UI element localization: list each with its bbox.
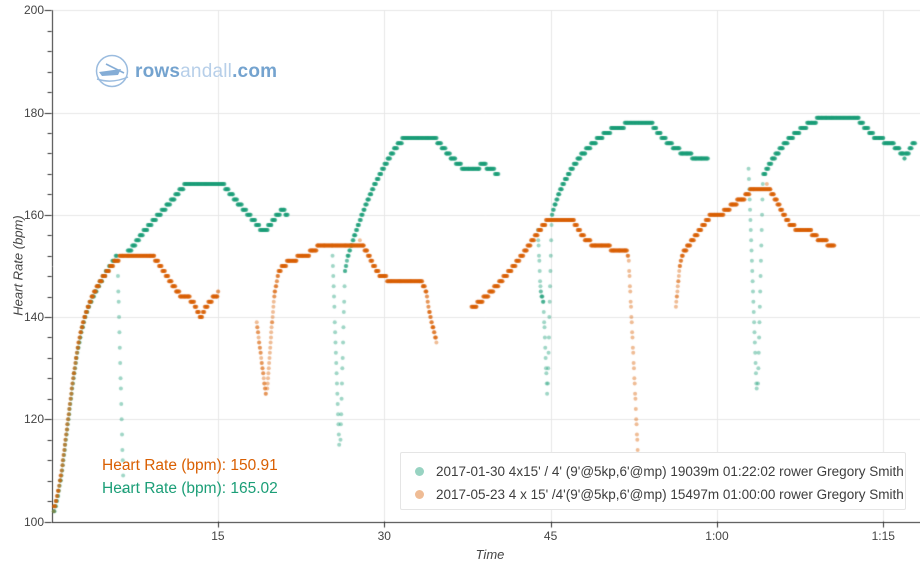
legend[interactable]: 2017-01-30 4x15' / 4' (9'@5kp,6'@mp) 190… xyxy=(400,452,906,510)
x-tick-label: 30 xyxy=(377,529,391,543)
readout-green-average: Heart Rate (bpm): 165.02 xyxy=(102,480,278,497)
legend-item-orange-workout[interactable]: 2017-05-23 4 x 15' /4'(9'@5kp,6'@mp) 154… xyxy=(415,483,905,506)
x-tick-label: 1:00 xyxy=(705,529,729,543)
legend-marker-green xyxy=(415,467,424,476)
y-tick-label: 200 xyxy=(23,3,44,18)
legend-label: 2017-01-30 4x15' / 4' (9'@5kp,6'@mp) 190… xyxy=(436,464,904,479)
x-tick-label: 1:15 xyxy=(871,529,895,543)
y-tick-label: 160 xyxy=(23,207,44,222)
legend-item-green-workout[interactable]: 2017-01-30 4x15' / 4' (9'@5kp,6'@mp) 190… xyxy=(415,460,905,483)
logo-text-rows: rows xyxy=(135,60,181,82)
logo-text-andall: andall xyxy=(180,60,233,82)
x-axis-title: Time xyxy=(475,547,505,562)
rowsandall-logo[interactable]: rowsandall.com xyxy=(94,53,277,90)
legend-label: 2017-05-23 4 x 15' /4'(9'@5kp,6'@mp) 154… xyxy=(436,487,904,502)
readout-orange-average: Heart Rate (bpm): 150.91 xyxy=(102,457,278,474)
x-tick-label: 45 xyxy=(543,529,558,543)
y-tick-label: 100 xyxy=(23,514,44,529)
rowing-boat-icon xyxy=(95,54,129,88)
logo-text-com: .com xyxy=(232,60,278,82)
hover-readout: Heart Rate (bpm): 150.91 Heart Rate (bpm… xyxy=(102,454,278,500)
logo-text: rowsandall.com xyxy=(135,61,277,83)
y-tick-label: 140 xyxy=(23,310,44,325)
y-tick-label: 180 xyxy=(23,105,44,120)
legend-marker-orange xyxy=(415,490,424,499)
y-tick-label: 120 xyxy=(23,412,44,427)
x-tick-label: 15 xyxy=(211,529,225,543)
